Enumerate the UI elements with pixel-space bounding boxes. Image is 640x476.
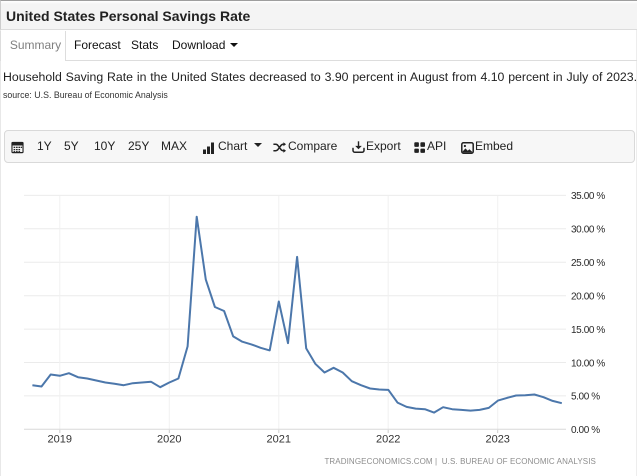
svg-text:2021: 2021 — [267, 434, 291, 446]
svg-text:5.00 %: 5.00 % — [571, 392, 600, 403]
svg-text:20.00 %: 20.00 % — [571, 292, 605, 303]
svg-text:2022: 2022 — [376, 434, 400, 446]
svg-text:2020: 2020 — [157, 434, 181, 446]
svg-text:30.00 %: 30.00 % — [571, 225, 605, 236]
svg-text:15.00 %: 15.00 % — [571, 325, 605, 336]
svg-text:35.00 %: 35.00 % — [571, 191, 605, 202]
svg-text:10.00 %: 10.00 % — [571, 358, 605, 369]
svg-text:0.00 %: 0.00 % — [571, 425, 600, 436]
svg-text:25.00 %: 25.00 % — [571, 258, 605, 269]
svg-text:2019: 2019 — [48, 434, 72, 446]
svg-text:2023: 2023 — [485, 434, 509, 446]
